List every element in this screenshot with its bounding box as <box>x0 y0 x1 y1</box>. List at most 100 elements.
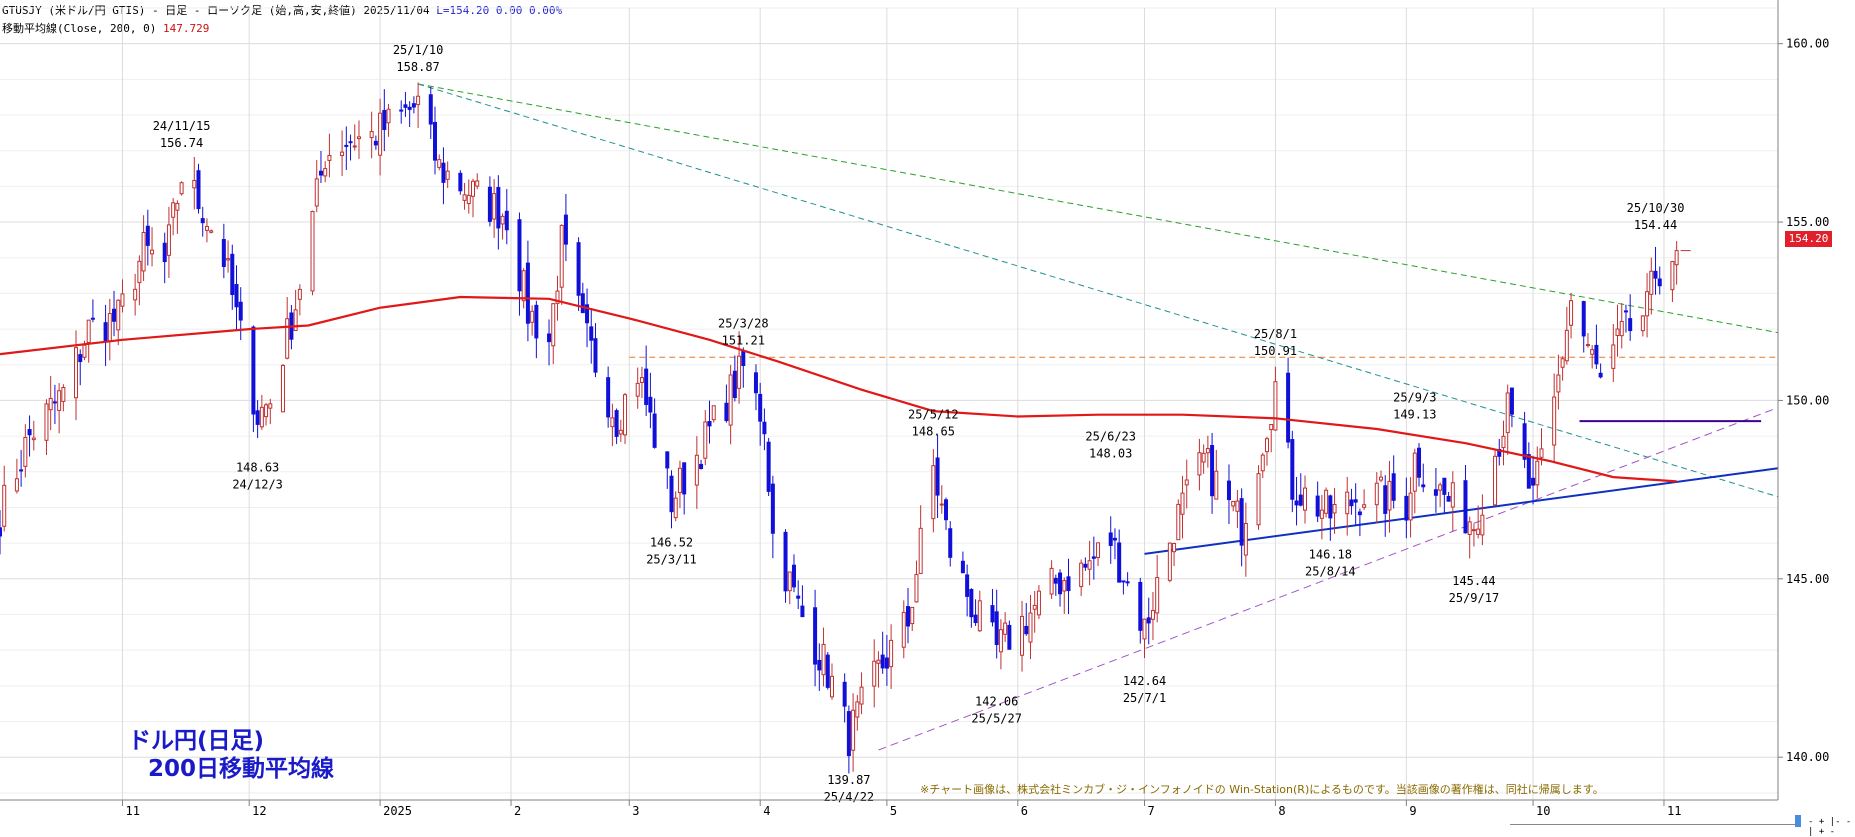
x-tick-label: 7 <box>1148 804 1155 818</box>
candle-body <box>1294 500 1299 506</box>
candle-body <box>1020 615 1025 656</box>
candle-body <box>711 405 716 421</box>
candle-body <box>14 478 19 492</box>
candle-body <box>1467 521 1472 535</box>
candle-body <box>1446 495 1451 502</box>
time-scrollbar[interactable] <box>1510 820 1800 825</box>
candle-body <box>1180 492 1185 515</box>
candle-body <box>1442 477 1447 495</box>
trendline-teal <box>417 83 1779 498</box>
candle-body <box>500 215 505 225</box>
candle-body <box>487 186 492 222</box>
candle-body <box>521 270 526 302</box>
annotation-date: 25/4/22 <box>824 790 875 804</box>
annotation-value: 146.18 <box>1309 548 1352 562</box>
candle-body <box>1619 320 1624 337</box>
candle-body <box>82 344 87 358</box>
candle-body <box>1184 479 1189 486</box>
annotation-value: 145.44 <box>1452 574 1495 588</box>
candle-body <box>1590 349 1595 355</box>
x-tick-label: 4 <box>763 804 770 818</box>
grid <box>0 7 1778 800</box>
candle-body <box>1210 445 1215 497</box>
candle-body <box>1302 487 1307 511</box>
candle-body <box>462 194 467 201</box>
candle-body <box>906 606 911 627</box>
candle-body <box>57 390 62 411</box>
candle-body <box>230 253 235 296</box>
candle-body <box>1172 542 1177 553</box>
candle-body <box>166 224 171 256</box>
candle-body <box>1471 529 1476 532</box>
candle-body <box>107 313 112 342</box>
candle-body <box>732 370 737 399</box>
candle-body <box>251 326 256 415</box>
candle-body <box>783 531 788 592</box>
candle-body <box>1273 381 1278 431</box>
candle-body <box>1197 452 1202 476</box>
annotation-value: 150.91 <box>1254 344 1297 358</box>
price-change: 0.00 <box>495 4 523 17</box>
candle-body <box>821 643 826 676</box>
candle-body <box>998 629 1003 653</box>
annotation-value: 158.87 <box>396 60 439 74</box>
candle-body <box>1024 625 1029 635</box>
moving-average <box>0 295 1677 483</box>
candle-body <box>1260 454 1265 472</box>
candle-body <box>770 483 775 534</box>
candle-body <box>1379 476 1384 481</box>
candle-body <box>589 326 594 341</box>
zoom-buttons[interactable]: - + |- -| + - <box>1808 817 1852 837</box>
candle-body <box>145 225 150 246</box>
candle-body <box>851 709 856 751</box>
candle-body <box>1438 484 1443 491</box>
candle-body <box>285 318 290 359</box>
candle-body <box>293 309 298 331</box>
candle-body <box>23 437 28 467</box>
annotation-date: 24/11/15 <box>153 119 211 133</box>
ma-200-line <box>0 295 1677 483</box>
scrollbar-thumb[interactable] <box>1795 815 1801 827</box>
candle-body <box>753 372 758 394</box>
candle-body <box>707 420 712 427</box>
candle-body <box>1649 270 1654 295</box>
candle-body <box>268 403 273 409</box>
candle-body <box>116 299 121 331</box>
candle-body <box>758 393 763 422</box>
candle-body <box>1598 372 1603 378</box>
candle-body <box>192 180 197 189</box>
candle-body <box>1176 503 1181 541</box>
candle-body <box>1201 452 1206 463</box>
candle-body <box>1036 590 1041 616</box>
candles <box>0 82 1679 774</box>
candle-body <box>1319 509 1324 519</box>
candle-body <box>703 421 708 459</box>
candle-body <box>171 202 176 218</box>
indicator-header: 移動平均線(Close, 200, 0) 147.729 <box>2 20 209 36</box>
annotation-value: 148.63 <box>236 460 279 474</box>
candle-body <box>1505 392 1510 434</box>
candle-body <box>614 410 619 437</box>
swing-annotation: 142.06 25/5/27 <box>971 695 1022 726</box>
candle-body <box>61 386 66 402</box>
candle-body <box>411 103 416 108</box>
candle-body <box>1007 624 1012 650</box>
candle-body <box>534 304 539 339</box>
candle-body <box>1362 504 1367 508</box>
chart-title: ドル円(日足) 200日移動平均線 <box>128 727 368 787</box>
annotation-date: 25/5/27 <box>971 712 1022 726</box>
candle-body <box>1383 485 1388 514</box>
candle-body <box>1138 581 1143 631</box>
chart-header: GTUSJY (米ドル/円 GTIS) - 日足 - ローソク足 (始,高,安,… <box>2 2 562 18</box>
candle-body <box>1585 344 1590 347</box>
candle-body <box>378 112 383 156</box>
x-tick-label: 3 <box>632 804 639 818</box>
candle-body <box>1298 494 1303 506</box>
candle-body <box>1235 500 1240 512</box>
candle-body <box>1214 470 1219 500</box>
axes: 140.00 145.00 150.00 155.00 160.00 11 12 2025 2 3… <box>0 0 1829 818</box>
candle-body <box>259 406 264 428</box>
candle-body <box>466 194 471 205</box>
candle-body <box>1053 577 1058 584</box>
